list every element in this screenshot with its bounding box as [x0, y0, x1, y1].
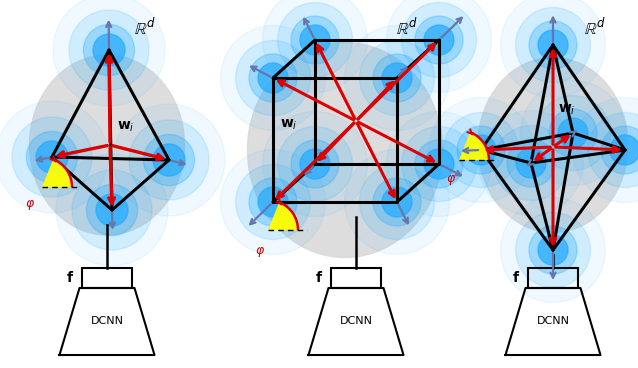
Circle shape [291, 16, 339, 64]
Text: $\varphi$: $\varphi$ [255, 245, 265, 259]
Wedge shape [268, 202, 298, 230]
Circle shape [113, 104, 225, 216]
Ellipse shape [478, 57, 628, 233]
Circle shape [572, 98, 638, 202]
Circle shape [235, 164, 311, 240]
Circle shape [443, 113, 519, 188]
Circle shape [382, 63, 412, 93]
Circle shape [86, 184, 138, 236]
Circle shape [494, 125, 568, 201]
Text: $\mathbb{R}^d$: $\mathbb{R}^d$ [134, 18, 156, 39]
Circle shape [262, 112, 367, 216]
Circle shape [53, 0, 165, 106]
Bar [82, 268, 132, 288]
Circle shape [478, 110, 584, 216]
Text: $\mathbf{f}$: $\mathbf{f}$ [66, 270, 74, 286]
Circle shape [401, 3, 477, 78]
Text: $\mathbf{w}_i$: $\mathbf{w}_i$ [558, 103, 575, 117]
Circle shape [424, 25, 454, 55]
Circle shape [258, 187, 288, 217]
Circle shape [401, 127, 477, 202]
Circle shape [516, 7, 591, 82]
Circle shape [359, 164, 434, 240]
Circle shape [415, 16, 463, 64]
Circle shape [529, 226, 577, 274]
Text: $\mathbf{f}$: $\mathbf{f}$ [512, 270, 520, 286]
Text: DCNN: DCNN [339, 316, 373, 326]
Text: $\mathbf{w}_i$: $\mathbf{w}_i$ [280, 118, 297, 132]
Circle shape [382, 187, 412, 217]
Circle shape [96, 194, 128, 226]
Circle shape [36, 141, 68, 173]
Circle shape [373, 54, 421, 102]
Circle shape [387, 112, 491, 216]
Circle shape [588, 113, 638, 188]
Ellipse shape [29, 55, 184, 235]
Text: $\mathbb{R}^d$: $\mathbb{R}^d$ [584, 18, 606, 39]
Circle shape [457, 126, 505, 174]
Circle shape [516, 212, 591, 287]
Text: $\varphi$: $\varphi$ [446, 173, 456, 187]
Text: $\mathbf{f}$: $\mathbf{f}$ [315, 270, 323, 286]
Circle shape [84, 24, 135, 75]
Circle shape [221, 149, 325, 255]
Circle shape [56, 154, 168, 266]
Circle shape [258, 63, 288, 93]
Circle shape [144, 134, 195, 185]
Circle shape [373, 178, 421, 226]
Bar [331, 268, 381, 288]
Circle shape [415, 140, 463, 188]
Circle shape [500, 198, 605, 302]
Text: DCNN: DCNN [91, 316, 124, 326]
Circle shape [507, 139, 555, 187]
Circle shape [26, 131, 78, 183]
Circle shape [516, 148, 546, 178]
Circle shape [0, 101, 108, 213]
Circle shape [345, 25, 450, 131]
Circle shape [249, 54, 297, 102]
Text: $\varphi$: $\varphi$ [25, 198, 35, 212]
Circle shape [535, 96, 611, 170]
Circle shape [278, 3, 353, 78]
Circle shape [601, 126, 638, 174]
Circle shape [538, 30, 568, 60]
Circle shape [521, 81, 625, 185]
Circle shape [300, 149, 330, 179]
Circle shape [300, 25, 330, 55]
Circle shape [93, 34, 125, 66]
Circle shape [262, 0, 367, 92]
Wedge shape [459, 132, 489, 160]
Circle shape [529, 21, 577, 69]
Circle shape [429, 98, 533, 202]
Circle shape [387, 0, 491, 92]
Circle shape [72, 170, 152, 250]
Circle shape [538, 235, 568, 265]
Circle shape [291, 140, 339, 188]
Circle shape [424, 149, 454, 179]
Circle shape [221, 25, 325, 131]
Circle shape [249, 178, 297, 226]
Circle shape [129, 120, 209, 200]
Circle shape [359, 40, 434, 116]
Circle shape [345, 149, 450, 255]
Text: $\mathbf{w}_i$: $\mathbf{w}_i$ [117, 120, 135, 134]
Circle shape [235, 40, 311, 116]
Circle shape [558, 118, 588, 148]
Circle shape [610, 135, 638, 165]
Bar [528, 268, 578, 288]
Circle shape [153, 144, 185, 176]
Circle shape [278, 127, 353, 202]
Text: $\mathbb{R}^d$: $\mathbb{R}^d$ [396, 18, 418, 39]
Circle shape [466, 135, 496, 165]
Text: DCNN: DCNN [537, 316, 570, 326]
Circle shape [549, 109, 597, 157]
Circle shape [12, 117, 92, 197]
Wedge shape [42, 159, 72, 187]
Circle shape [500, 0, 605, 98]
Circle shape [69, 10, 149, 90]
Ellipse shape [248, 42, 443, 258]
